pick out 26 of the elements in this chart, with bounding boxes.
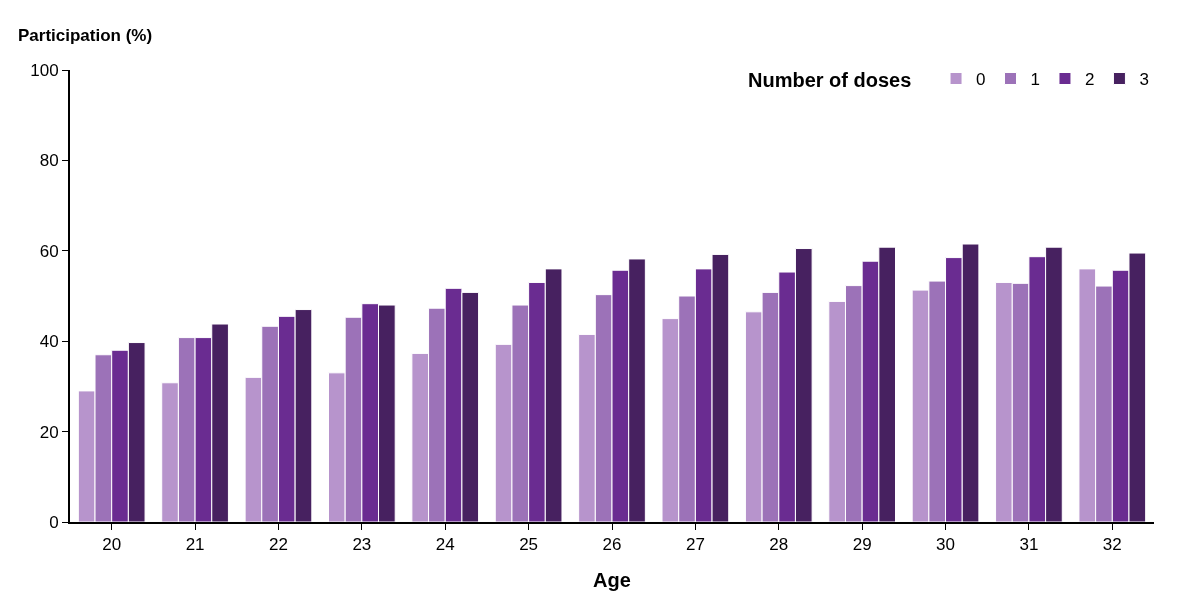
y-tick-label: 20	[39, 422, 59, 442]
x-tick-label: 24	[435, 535, 455, 555]
x-tick-label: 22	[269, 535, 288, 555]
y-tick-label: 40	[39, 332, 59, 352]
x-tick-label: 31	[1019, 535, 1039, 555]
legend-label: 2	[1084, 70, 1095, 90]
y-tick-label: 60	[39, 241, 59, 261]
x-tick-label: 20	[102, 535, 122, 555]
x-tick-label: 27	[685, 535, 705, 555]
y-axis-title: Participation (%)	[18, 26, 153, 45]
legend-label: 1	[1030, 70, 1040, 90]
x-tick-label: 28	[769, 535, 789, 555]
x-tick-label: 30	[936, 535, 955, 555]
legend-title: Number of doses	[748, 68, 912, 91]
x-tick-label: 23	[352, 535, 372, 555]
x-tick-label: 25	[519, 535, 539, 555]
legend-label: 3	[1139, 70, 1149, 90]
y-tick-label: 100	[30, 60, 59, 80]
x-tick-label: 21	[185, 535, 205, 555]
x-axis-title: Age	[593, 569, 631, 592]
x-tick-label: 32	[1102, 535, 1122, 555]
x-tick-label: 29	[852, 535, 872, 555]
x-tick-label: 26	[602, 535, 622, 555]
legend-label: 0	[976, 70, 986, 90]
y-tick-label: 80	[39, 151, 59, 171]
y-tick-label: 0	[49, 512, 59, 532]
